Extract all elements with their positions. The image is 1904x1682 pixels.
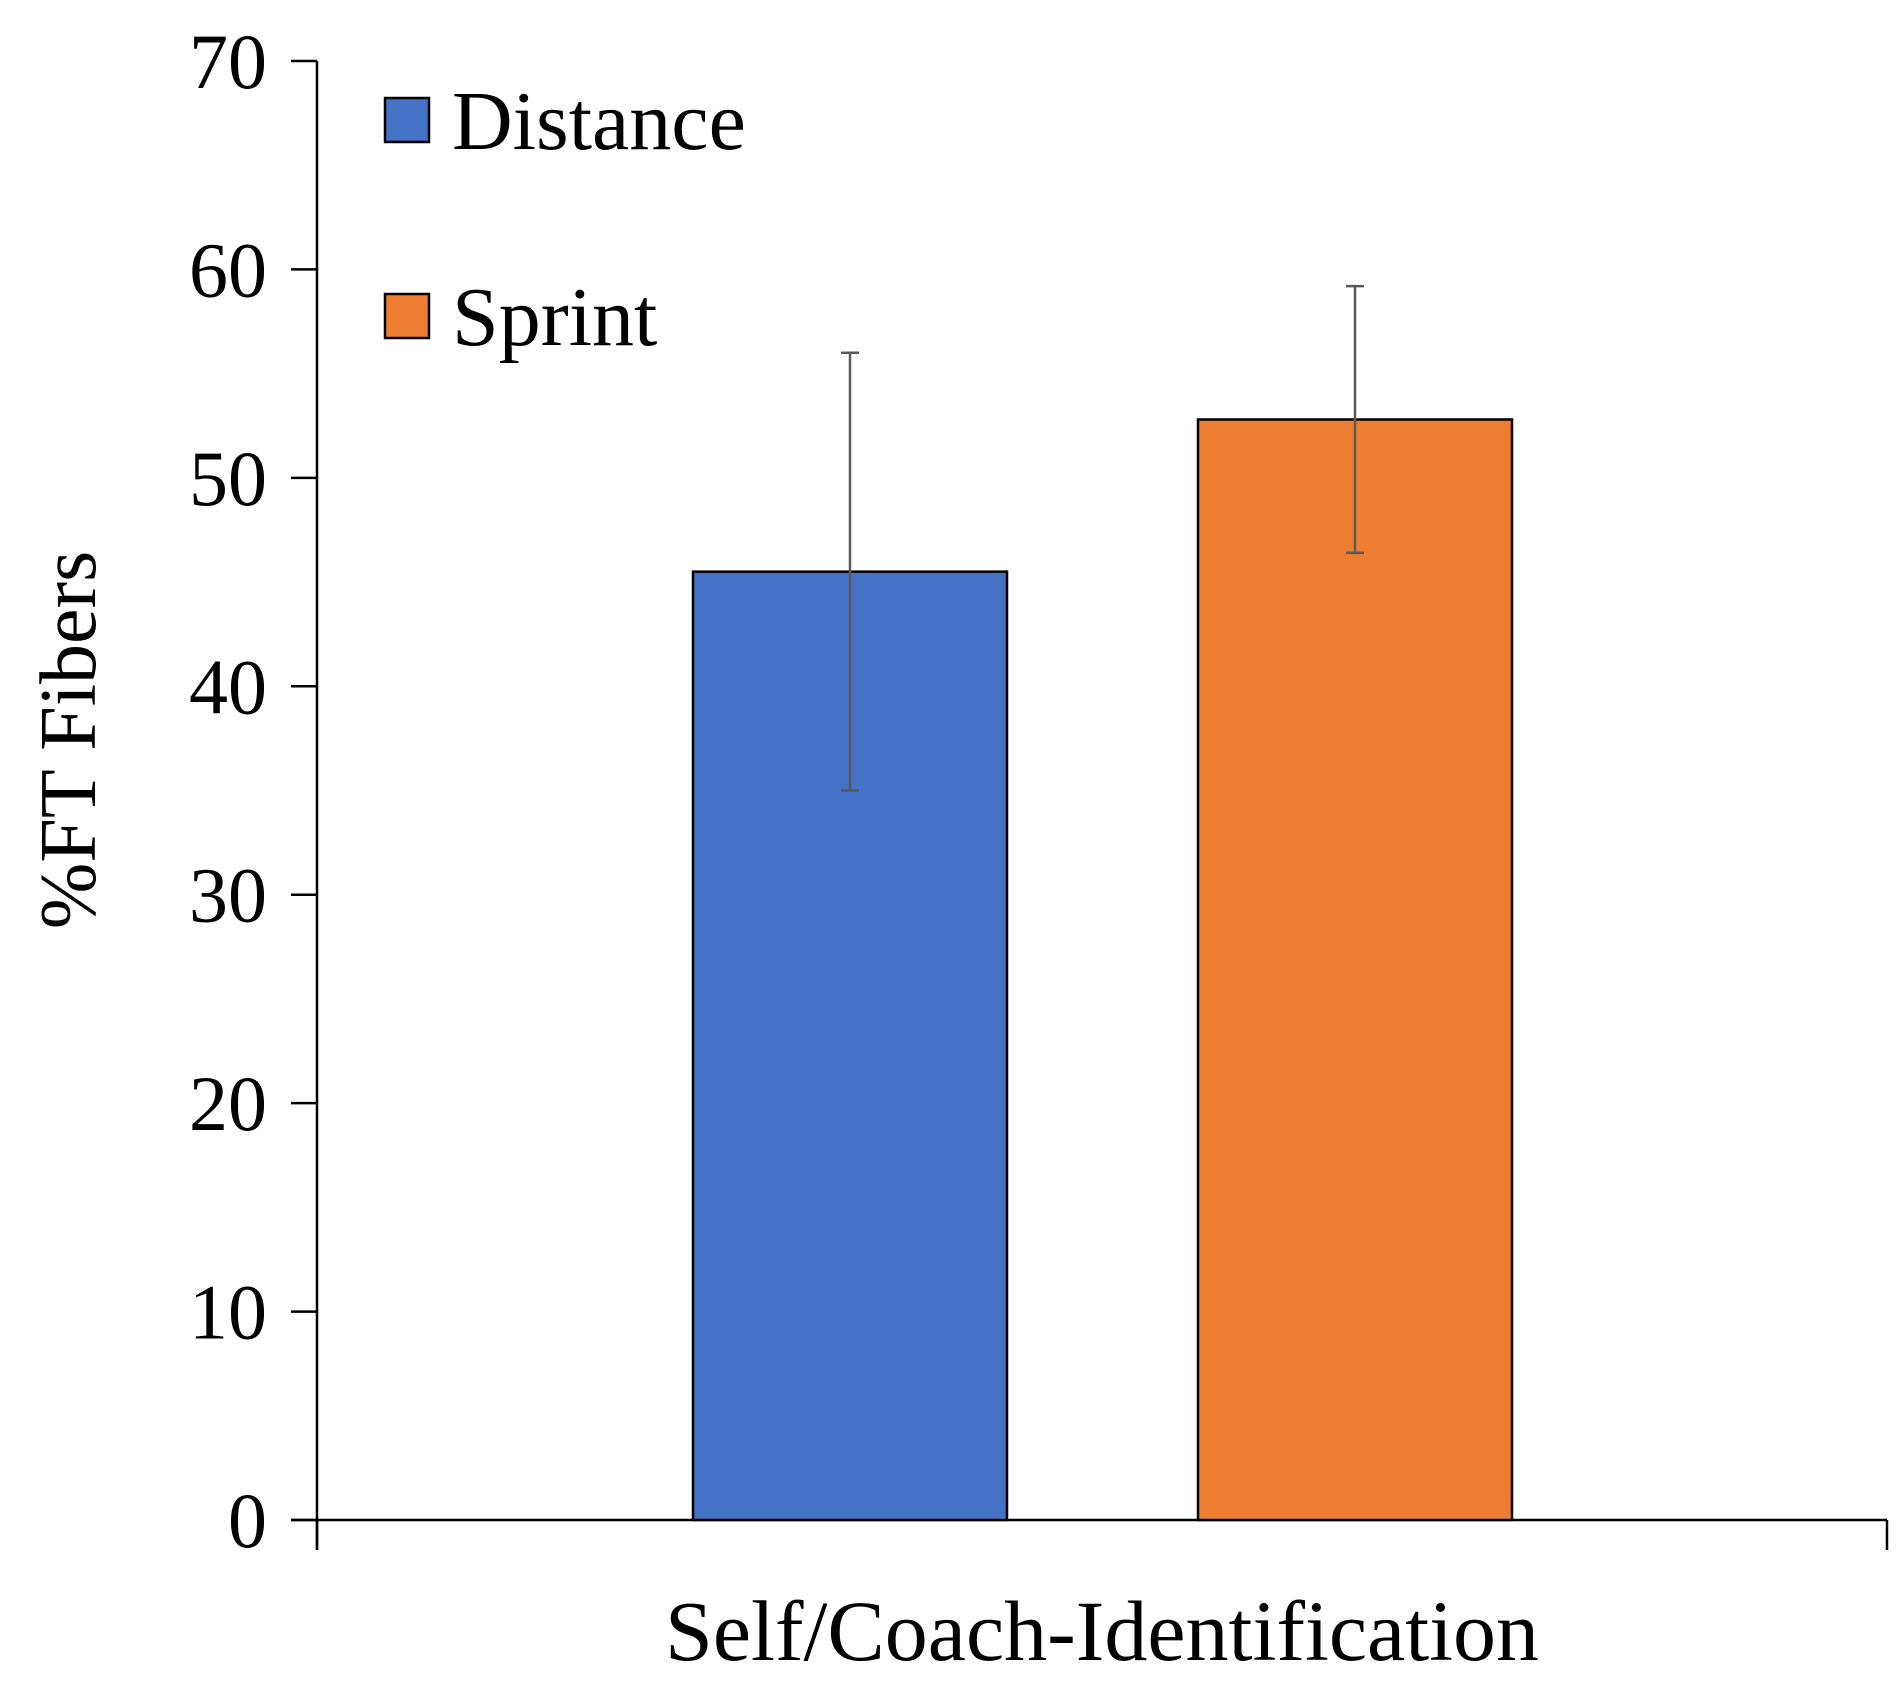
bar-sprint (1196, 418, 1514, 1522)
y-tick-label: 40 (189, 643, 267, 730)
chart-axes (291, 61, 1889, 1550)
legend-label-sprint: Sprint (452, 271, 657, 364)
y-tick-label: 50 (189, 435, 267, 522)
y-tick-label: 10 (189, 1269, 267, 1356)
y-tick-label: 30 (189, 852, 267, 939)
legend: Distance Sprint (383, 75, 746, 364)
y-axis-title: %FT Fibers (25, 551, 113, 930)
y-tick-label: 60 (189, 226, 267, 313)
y-tick-label: 70 (189, 18, 267, 105)
y-tick-label: 0 (228, 1477, 267, 1564)
legend-swatch-distance (383, 96, 431, 144)
x-axis-title: Self/Coach-Identification (665, 1583, 1539, 1679)
y-ticks: 0 10 20 30 40 50 60 70 (189, 18, 317, 1564)
y-tick-label: 20 (189, 1060, 267, 1147)
error-bars (841, 284, 1364, 792)
legend-swatch-sprint (383, 292, 431, 340)
bars (691, 418, 1514, 1522)
legend-label-distance: Distance (452, 75, 746, 168)
